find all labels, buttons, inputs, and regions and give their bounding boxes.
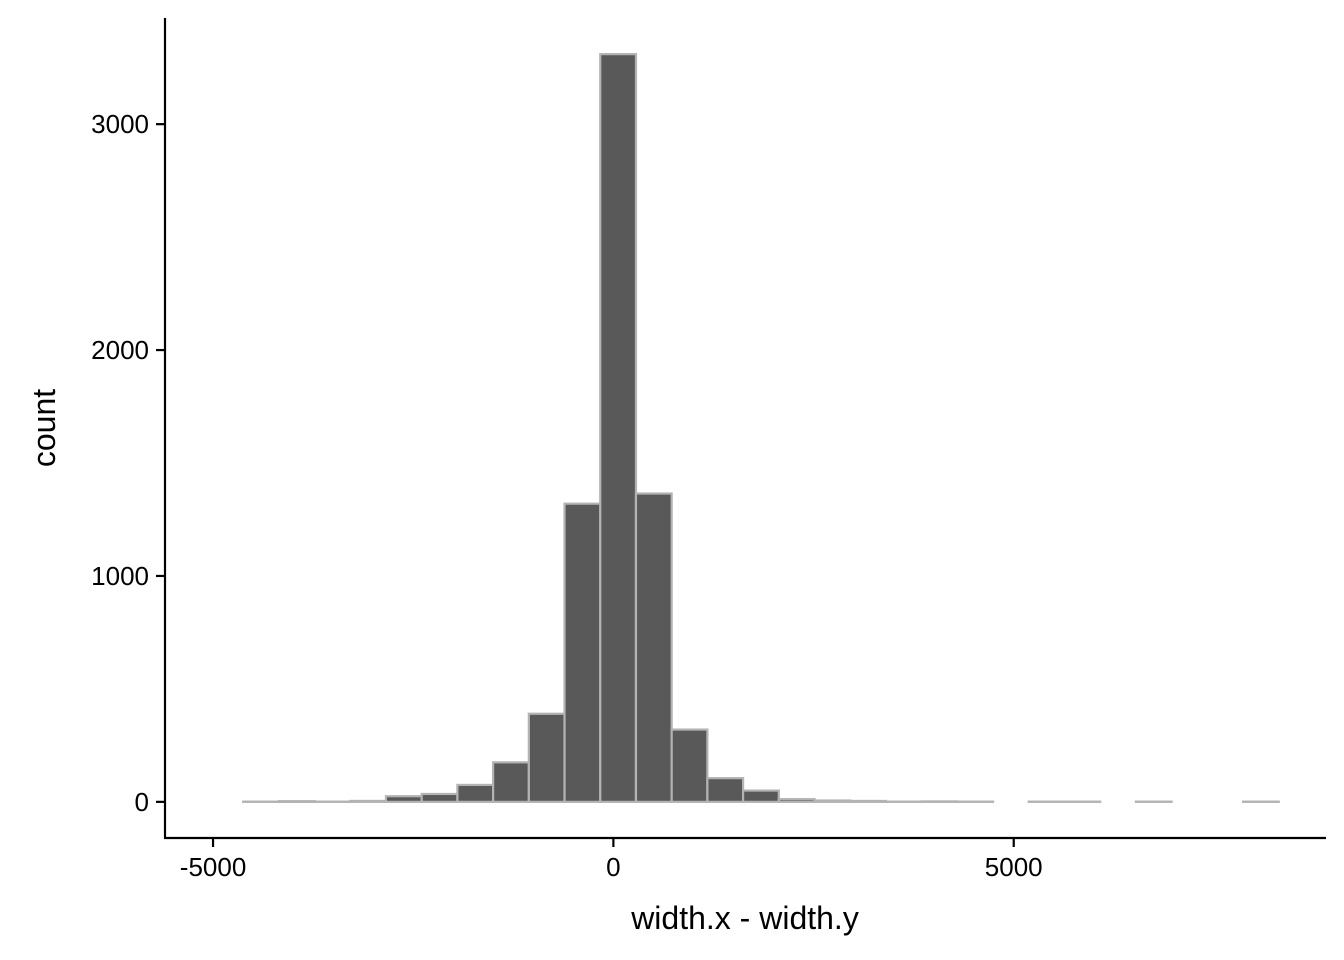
histogram-bar-2 — [277, 800, 316, 803]
histogram-bar-8 — [492, 761, 530, 803]
histogram-bar-15 — [741, 789, 780, 803]
y-axis-ticks: 0 1000 2000 3000 — [91, 109, 165, 817]
x-tick-label-1: 0 — [606, 852, 620, 882]
x-axis-ticks: -5000 0 5000 — [180, 838, 1043, 882]
histogram-bar-16 — [777, 798, 816, 803]
histogram-bar-14 — [706, 777, 745, 803]
histogram-bar-18 — [849, 799, 888, 803]
x-axis-title: width.x - width.y — [630, 900, 859, 936]
y-tick-label-2: 2000 — [91, 335, 149, 365]
x-tick-label-0: -5000 — [180, 852, 247, 882]
histogram-bar-17 — [813, 799, 852, 803]
y-tick-label-0: 0 — [135, 787, 149, 817]
histogram-bar-7 — [456, 783, 495, 803]
histogram-bar-5 — [384, 795, 423, 803]
histogram-bar-6 — [420, 792, 459, 803]
y-axis-title: count — [26, 389, 62, 467]
histogram-bar-12 — [634, 492, 673, 803]
y-tick-label-1: 1000 — [91, 561, 149, 591]
y-tick-label-3: 3000 — [91, 109, 149, 139]
histogram-bars — [242, 53, 1280, 803]
histogram-bar-11 — [599, 53, 638, 803]
x-tick-label-2: 5000 — [985, 852, 1043, 882]
histogram-bar-10 — [563, 502, 602, 803]
histogram-bar-13 — [670, 728, 709, 803]
histogram-bar-4 — [349, 799, 388, 803]
histogram-bar-9 — [527, 712, 566, 803]
